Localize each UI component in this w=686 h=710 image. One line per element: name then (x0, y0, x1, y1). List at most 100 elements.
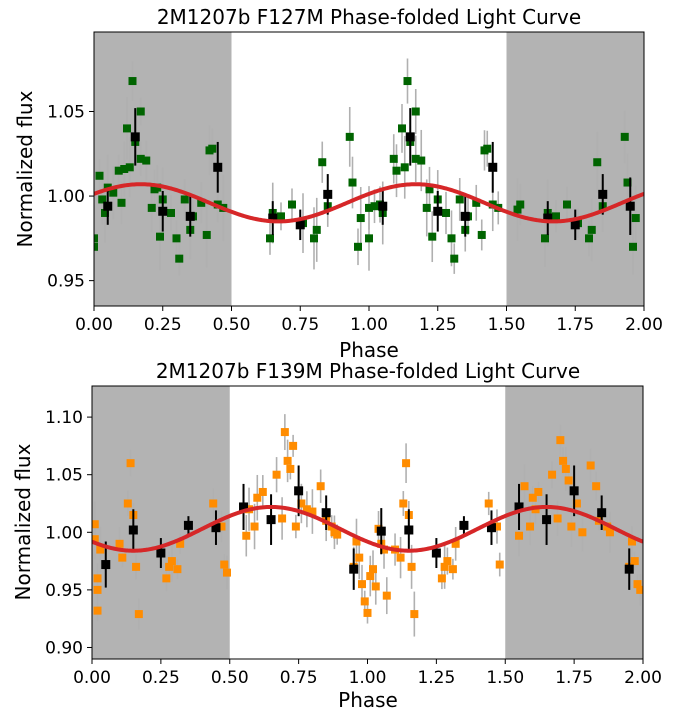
data-point (117, 198, 126, 207)
data-point (253, 493, 262, 502)
x-tick-label: 1.75 (556, 315, 594, 335)
binned-point (349, 564, 359, 574)
data-point (389, 154, 398, 163)
x-tick-label: 1.25 (419, 315, 457, 335)
data-point (310, 234, 318, 243)
data-point (422, 203, 431, 212)
binned-point (598, 189, 608, 199)
data-point (559, 456, 568, 465)
binned-point (431, 548, 441, 558)
data-point (220, 560, 229, 569)
data-point (352, 537, 361, 546)
data-point (123, 499, 132, 508)
data-point (443, 557, 452, 566)
chart-title: 2M1207b F127M Phase-folded Light Curve (157, 5, 581, 29)
data-point (411, 107, 420, 116)
binned-point (570, 220, 580, 230)
data-point (222, 568, 231, 577)
data-point (450, 254, 459, 263)
binned-point (542, 515, 552, 525)
data-point (142, 156, 151, 165)
model-curve (94, 182, 644, 224)
binned-point (433, 206, 443, 216)
data-point (209, 499, 218, 508)
x-tick-label: 0.50 (211, 668, 249, 688)
data-point (180, 195, 189, 204)
data-point (98, 195, 107, 204)
data-point (553, 514, 562, 523)
data-point (631, 214, 640, 223)
binned-point (569, 486, 579, 496)
data-point (132, 562, 141, 571)
x-tick-label: 0.00 (73, 668, 111, 688)
data-point (548, 470, 557, 479)
data-point (173, 565, 182, 574)
data-point (94, 234, 98, 243)
x-axis-label: Phase (338, 688, 398, 710)
data-point (447, 234, 456, 243)
data-point (297, 499, 306, 508)
x-axis-label: Phase (339, 338, 399, 362)
x-tick-label: 1.25 (417, 668, 455, 688)
data-point (399, 499, 408, 508)
y-axis-label: Normalized flux (13, 90, 37, 247)
data-point (561, 464, 570, 473)
binned-point (460, 211, 470, 221)
data-point (147, 203, 156, 212)
data-point (396, 553, 405, 562)
data-point (483, 144, 492, 153)
data-point (266, 234, 274, 243)
binned-point (268, 213, 278, 223)
x-tick-label: 0.75 (280, 668, 318, 688)
data-point (455, 195, 464, 204)
data-point (96, 545, 105, 554)
data-point (636, 585, 643, 594)
plot-area: 0.00 0.25 0.50 0.75 1.00 1.25 1.50 1.75 2.00 0.90… (45, 385, 662, 688)
data-point (563, 200, 571, 209)
data-point (162, 574, 171, 583)
data-point (316, 482, 325, 491)
data-point (172, 234, 181, 243)
binned-point (128, 525, 138, 535)
x-tick-label: 1.50 (486, 668, 524, 688)
data-point (605, 528, 614, 537)
x-ticks: 0.00 0.25 0.50 0.75 1.00 1.25 1.50 1.75 2.00 (73, 659, 662, 688)
x-tick-label: 0.25 (142, 668, 180, 688)
binned-point (239, 502, 249, 512)
binned-point (514, 502, 524, 512)
data-point (534, 487, 543, 496)
data-point (118, 553, 127, 562)
binned-point (323, 189, 333, 199)
shaded-region (506, 32, 644, 306)
data-point (369, 565, 378, 574)
data-point (312, 225, 321, 234)
data-point (620, 132, 629, 141)
data-point (354, 242, 362, 251)
data-point (380, 545, 389, 554)
data-point (516, 200, 525, 209)
data-point (528, 493, 537, 502)
binned-point (459, 520, 469, 530)
data-point (126, 459, 135, 468)
data-point (451, 539, 460, 548)
binned-point (404, 525, 414, 535)
data-point (202, 230, 211, 239)
shaded-region (505, 386, 643, 659)
data-point (134, 610, 143, 619)
data-point (288, 200, 296, 209)
data-point (572, 499, 581, 508)
x-tick-label: 2.00 (625, 315, 663, 335)
data-point (370, 202, 379, 211)
data-point (167, 208, 175, 217)
data-point (472, 198, 481, 207)
data-point (633, 580, 642, 589)
data-point (403, 77, 412, 86)
data-point (277, 212, 285, 221)
data-point (365, 234, 373, 243)
binned-points (101, 465, 634, 590)
data-point (448, 565, 457, 574)
x-tick-label: 1.50 (488, 315, 526, 335)
data-point (128, 77, 137, 86)
binned-point (624, 564, 634, 574)
data-point (541, 234, 549, 243)
